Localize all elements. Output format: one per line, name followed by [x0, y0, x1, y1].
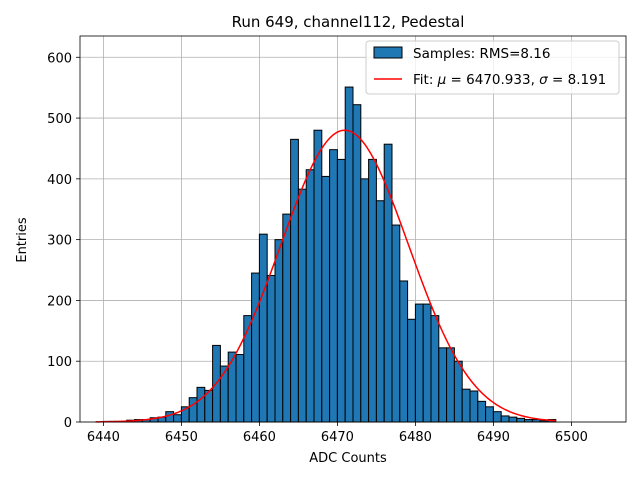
histogram-bar — [391, 224, 401, 423]
histogram-bar — [508, 416, 518, 423]
histogram-bar — [344, 86, 354, 423]
histogram-bar — [469, 390, 479, 423]
plot-frame — [79, 35, 627, 423]
x-tick-label: 6440 — [87, 430, 120, 445]
y-axis-label: Entries — [15, 217, 30, 263]
histogram-bar — [492, 411, 502, 423]
histogram-bar — [297, 188, 307, 423]
histogram-bar — [313, 129, 323, 423]
histogram-bar — [352, 104, 362, 423]
legend: Samples: RMS=8.16 Fit: μ = 6470.933, σ =… — [365, 40, 620, 95]
histogram-bar — [399, 280, 409, 423]
fit-curve — [95, 129, 556, 423]
histogram-bar — [173, 414, 182, 423]
x-tick-label: 6500 — [555, 430, 588, 445]
legend-label-fit: Fit: μ = 6470.933, σ = 8.191 — [413, 72, 606, 88]
histogram-bar — [219, 365, 229, 423]
histogram-bar — [251, 272, 260, 423]
histogram-bar — [375, 200, 385, 423]
y-tick-label: 200 — [47, 294, 72, 309]
y-tick-label: 0 — [64, 416, 72, 431]
histogram-bar — [196, 386, 206, 423]
histogram-bar — [165, 411, 175, 423]
histogram-bar — [438, 347, 448, 423]
histogram-bar — [227, 351, 237, 423]
histogram-bar — [500, 415, 510, 423]
y-tick-label: 300 — [47, 234, 72, 249]
histogram-bar — [329, 149, 338, 423]
x-tick-label: 6490 — [477, 430, 510, 445]
legend-fit-prefix: Fit: — [413, 72, 438, 88]
legend-fit-mu-value: = 6470.933, — [446, 72, 539, 88]
legend-fit-mu-symbol: μ — [437, 72, 447, 88]
legend-fit-sigma-value: = 8.191 — [548, 72, 607, 88]
histogram-bar — [453, 360, 463, 423]
histogram-bar — [383, 143, 393, 423]
histogram-bar — [290, 138, 299, 423]
histogram-bar — [477, 400, 487, 423]
histogram-bar — [430, 315, 440, 423]
y-axis-ticks: 0 100 200 300 400 500 600 — [47, 51, 80, 431]
histogram-bar — [360, 178, 370, 423]
y-tick-label: 500 — [47, 112, 72, 127]
histogram-bar — [336, 158, 346, 423]
histogram-bar — [414, 303, 424, 423]
histogram-bar — [446, 347, 455, 423]
y-tick-label: 600 — [47, 51, 72, 66]
histogram-bar — [516, 417, 526, 423]
histogram-bar — [407, 318, 416, 423]
histogram-bars — [102, 86, 557, 423]
legend-fit-sigma-symbol: σ — [539, 72, 548, 88]
histogram-bar — [368, 158, 377, 423]
legend-label-samples: Samples: RMS=8.16 — [413, 46, 550, 62]
histogram-bar — [235, 354, 245, 423]
histogram-bar — [282, 213, 292, 423]
histogram-bar — [305, 169, 315, 423]
x-tick-label: 6470 — [321, 430, 354, 445]
x-tick-label: 6450 — [165, 430, 198, 445]
y-tick-label: 400 — [47, 173, 72, 188]
x-axis-ticks: 6440 6450 6460 6470 6480 6490 6500 — [87, 422, 588, 445]
legend-swatch-samples — [373, 46, 403, 59]
histogram-bar — [258, 233, 268, 423]
y-tick-label: 100 — [47, 355, 72, 370]
x-tick-label: 6460 — [243, 430, 276, 445]
histogram-bar — [266, 275, 276, 423]
histogram-bar — [485, 406, 494, 423]
histogram-bar — [321, 175, 331, 423]
histogram-bar — [274, 239, 284, 423]
x-tick-label: 6480 — [399, 430, 432, 445]
histogram-bar — [461, 388, 471, 423]
chart-title: Run 649, channel112, Pedestal — [232, 13, 465, 31]
histogram-bar — [188, 397, 198, 423]
x-axis-label: ADC Counts — [309, 451, 387, 466]
histogram-bar — [422, 303, 432, 423]
legend-box — [365, 40, 620, 95]
